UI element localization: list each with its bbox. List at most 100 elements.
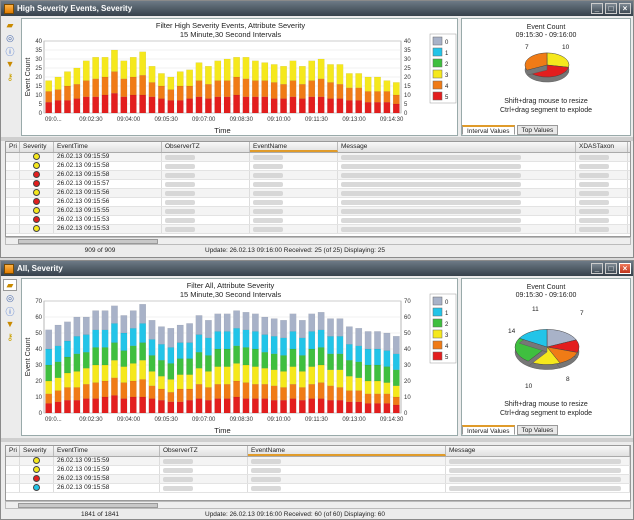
maximize-button[interactable]: □ bbox=[605, 3, 617, 14]
column-header-eventtime[interactable]: EventTime bbox=[54, 142, 162, 152]
scroll-thumb[interactable] bbox=[18, 239, 158, 244]
table-row[interactable]: 26.02.13 09:15:57 bbox=[6, 180, 630, 189]
column-header-eventname[interactable]: EventName bbox=[250, 142, 338, 152]
redacted-cell bbox=[338, 153, 576, 161]
splitter[interactable] bbox=[1, 438, 633, 442]
pie-hint-explode: Ctrl+drag segment to explode bbox=[499, 107, 593, 114]
redacted-text bbox=[165, 173, 195, 178]
bar-segment-0 bbox=[327, 318, 334, 337]
column-header-pri[interactable]: Pri bbox=[6, 446, 20, 456]
database-icon[interactable]: ◎ bbox=[6, 32, 14, 43]
bar-segment-4 bbox=[167, 392, 175, 402]
table-row[interactable]: 26.02.13 09:15:58 bbox=[6, 171, 630, 180]
table-row[interactable]: 26.02.13 09:15:55 bbox=[6, 207, 630, 216]
bar-chart-panel[interactable]: Filter All, Attribute Severity 15 Minute,… bbox=[21, 278, 458, 436]
column-header-message[interactable]: Message bbox=[338, 142, 576, 152]
redacted-cell bbox=[162, 180, 250, 188]
folder-open-icon[interactable]: ▰ bbox=[6, 19, 14, 30]
column-header-xdastaxon[interactable]: XDASTaxon bbox=[576, 142, 628, 152]
chart-title: Filter High Severity Events, Attribute S… bbox=[156, 21, 305, 30]
pie-chart[interactable]: 11 7 14 10 8 bbox=[462, 305, 632, 395]
key-icon[interactable]: ⚷ bbox=[6, 71, 14, 82]
legend-swatch bbox=[432, 351, 443, 361]
column-header-eventname[interactable]: EventName bbox=[248, 446, 446, 456]
redacted-cell bbox=[446, 475, 630, 483]
info-icon[interactable]: ⓘ bbox=[5, 46, 15, 57]
minimize-button[interactable]: _ bbox=[591, 263, 603, 274]
redacted-cell bbox=[576, 189, 628, 197]
row-count: 909 of 909 bbox=[84, 247, 116, 254]
tab-top-values[interactable]: Top Values bbox=[516, 425, 559, 435]
bar-segment-4 bbox=[383, 91, 391, 103]
x-tick-label: 09:14:30 bbox=[380, 117, 404, 123]
table-row[interactable]: 26.02.13 09:15:53 bbox=[6, 216, 630, 225]
table-row[interactable]: 26.02.13 09:15:59 bbox=[6, 153, 630, 162]
table-row[interactable]: 26.02.13 09:15:59 bbox=[6, 466, 630, 475]
y-tick-label-right: 15 bbox=[404, 84, 411, 90]
tab-interval-values[interactable]: Interval Values bbox=[462, 425, 515, 435]
severity-cell bbox=[20, 153, 54, 161]
key-icon[interactable]: ⚷ bbox=[6, 331, 14, 342]
column-header-observertz[interactable]: ObserverTZ bbox=[160, 446, 248, 456]
bar-segment-3 bbox=[252, 60, 259, 81]
table-row[interactable]: 26.02.13 09:15:58 bbox=[6, 484, 630, 493]
bar-segment-3 bbox=[45, 380, 53, 394]
bar-segment-4 bbox=[317, 78, 325, 97]
redacted-text bbox=[251, 468, 281, 473]
bar-segment-3 bbox=[289, 60, 297, 81]
minimize-button[interactable]: _ bbox=[591, 3, 603, 14]
table-row[interactable]: 26.02.13 09:15:58 bbox=[6, 475, 630, 484]
bar-segment-4 bbox=[345, 87, 353, 101]
tab-interval-values[interactable]: Interval Values bbox=[462, 125, 515, 135]
table-row[interactable]: 26.02.13 09:15:58 bbox=[6, 162, 630, 171]
pie-tabs: Interval Values Top Values bbox=[462, 425, 630, 435]
close-button[interactable]: × bbox=[619, 263, 631, 274]
table-row[interactable]: 26.02.13 09:15:56 bbox=[6, 198, 630, 207]
pie-slice bbox=[546, 52, 570, 68]
table-header: Pri Severity EventTime ObserverTZ EventName M… bbox=[6, 446, 630, 457]
folder-open-icon[interactable]: ▰ bbox=[3, 279, 17, 291]
scroll-thumb[interactable] bbox=[18, 503, 158, 508]
bar-segment-0 bbox=[280, 320, 287, 338]
table-row[interactable]: 26.02.13 09:15:59 bbox=[6, 457, 630, 466]
column-header-severity[interactable]: Severity bbox=[20, 446, 54, 456]
bar-segment-0 bbox=[355, 328, 363, 346]
info-icon[interactable]: ⓘ bbox=[5, 306, 15, 317]
legend-label: 0 bbox=[445, 300, 449, 306]
redacted-cell bbox=[338, 162, 576, 170]
database-icon[interactable]: ◎ bbox=[6, 292, 14, 303]
redacted-text bbox=[253, 182, 283, 187]
tab-top-values[interactable]: Top Values bbox=[516, 125, 559, 135]
maximize-button[interactable]: □ bbox=[605, 263, 617, 274]
table-row[interactable]: 26.02.13 09:15:56 bbox=[6, 189, 630, 198]
bar-chart-panel[interactable]: Filter High Severity Events, Attribute S… bbox=[21, 18, 458, 136]
table-row[interactable]: 26.02.13 09:15:53 bbox=[6, 225, 630, 234]
column-header-severity[interactable]: Severity bbox=[20, 142, 54, 152]
redacted-cell bbox=[160, 466, 248, 474]
severity-icon bbox=[33, 457, 40, 464]
bar-segment-4 bbox=[392, 396, 400, 406]
column-header-message[interactable]: Message bbox=[446, 446, 630, 456]
close-button[interactable]: × bbox=[619, 3, 631, 14]
bar-segment-5 bbox=[73, 400, 81, 414]
window-titlebar[interactable]: All, Severity _ □ × bbox=[1, 261, 633, 276]
bar-segment-5 bbox=[261, 398, 269, 414]
pie-chart[interactable]: 7 10 bbox=[462, 43, 632, 93]
bar-segment-5 bbox=[111, 395, 118, 414]
bar-segment-4 bbox=[374, 393, 381, 404]
bar-segment-5 bbox=[252, 398, 259, 414]
column-header-pri[interactable]: Pri bbox=[6, 142, 20, 152]
window-titlebar[interactable]: High Severity Events, Severity _ □ × bbox=[1, 1, 633, 16]
bar-segment-2 bbox=[129, 345, 137, 364]
column-header-eventtime[interactable]: EventTime bbox=[54, 446, 160, 456]
bar-segment-2 bbox=[82, 352, 90, 369]
column-header-observertz[interactable]: ObserverTZ bbox=[162, 142, 250, 152]
splitter[interactable] bbox=[1, 137, 633, 141]
y-tick-label-right: 0 bbox=[404, 111, 408, 117]
horizontal-scrollbar[interactable] bbox=[5, 501, 631, 509]
bar-segment-5 bbox=[45, 403, 53, 414]
filter-icon[interactable]: ▼ bbox=[5, 59, 15, 69]
horizontal-scrollbar[interactable] bbox=[5, 237, 631, 245]
filter-icon[interactable]: ▼ bbox=[5, 319, 15, 329]
bar-segment-2 bbox=[261, 352, 269, 369]
